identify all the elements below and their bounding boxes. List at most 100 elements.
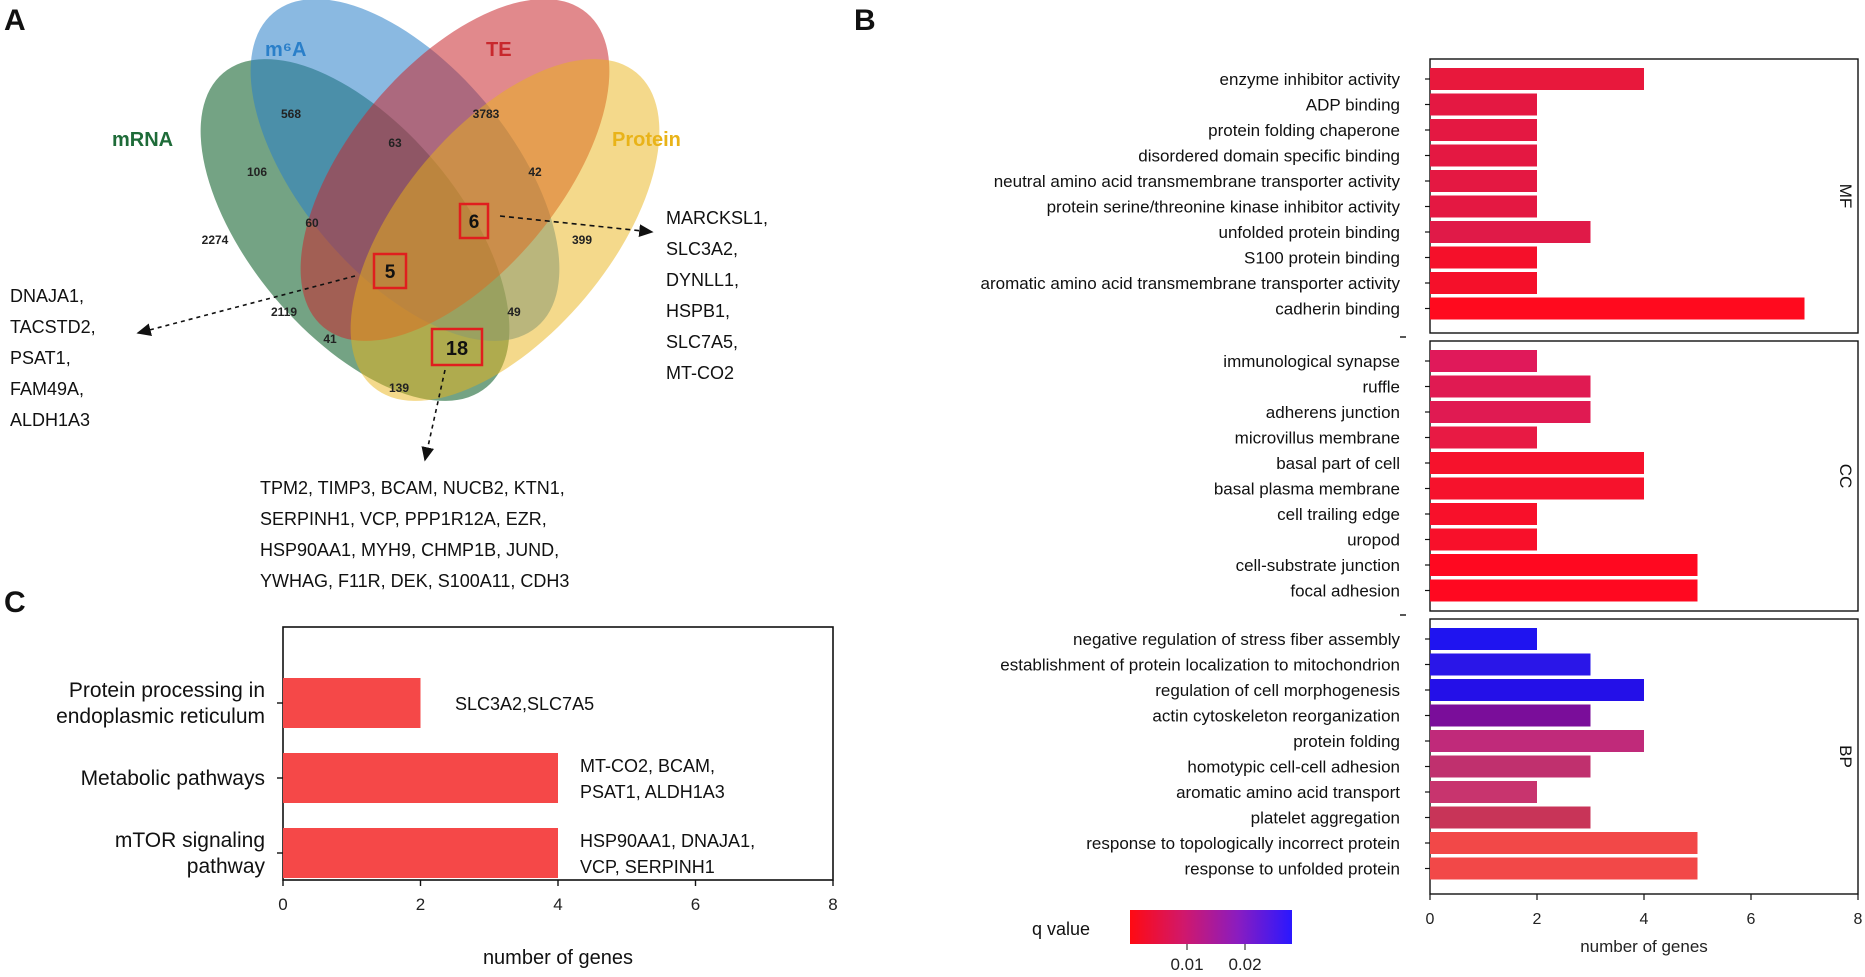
term-label: regulation of cell morphogenesis	[1155, 681, 1400, 700]
x-tick-label: 4	[1640, 911, 1649, 928]
bar	[1430, 806, 1591, 829]
gene-line: SLC7A5,	[666, 332, 738, 352]
term-label: basal part of cell	[1276, 454, 1400, 473]
venn-count: 2274	[202, 233, 229, 247]
bar-gene-label: PSAT1, ALDH1A3	[580, 782, 725, 802]
bar	[1430, 375, 1591, 398]
venn-label-protein: Protein	[612, 129, 681, 151]
x-tick-label: 2	[1533, 911, 1542, 928]
bar	[1430, 503, 1537, 525]
legend-tick-label: 0.01	[1170, 955, 1203, 974]
venn-count: 41	[323, 332, 337, 346]
bar	[1430, 755, 1591, 778]
term-label: platelet aggregation	[1251, 809, 1400, 828]
term-label: actin cytoskeleton reorganization	[1152, 707, 1400, 726]
term-label: protein folding	[1293, 732, 1400, 751]
panel-c-letter: C	[4, 586, 26, 619]
venn-count-highlight: 18	[446, 338, 468, 360]
venn-count: 568	[281, 107, 301, 121]
venn-label-te: TE	[486, 39, 512, 61]
category-label: endoplasmic reticulum	[56, 705, 265, 728]
term-label: ruffle	[1363, 378, 1401, 397]
gene-list-6: MARCKSL1, SLC3A2, DYNLL1, HSPB1, SLC7A5,…	[666, 208, 768, 383]
venn-count: 399	[572, 233, 592, 247]
x-tick-label: 8	[1854, 911, 1863, 928]
bar	[283, 678, 421, 728]
venn-count: 139	[389, 381, 409, 395]
gene-list-18: TPM2, TIMP3, BCAM, NUCB2, KTN1, SERPINH1…	[260, 478, 569, 591]
gene-line: TACSTD2,	[10, 317, 96, 337]
gene-line: PSAT1,	[10, 348, 71, 368]
venn-count: 42	[528, 165, 542, 179]
x-tick-label: 6	[691, 895, 700, 914]
x-tick-label: 2	[416, 895, 425, 914]
bar	[1430, 528, 1537, 551]
bar-gene-label: SLC3A2,SLC7A5	[455, 694, 594, 714]
term-label: cell trailing edge	[1277, 505, 1400, 524]
bar	[1430, 272, 1537, 294]
term-label: aromatic amino acid transport	[1176, 783, 1400, 802]
venn-count-highlight: 6	[469, 212, 480, 233]
gene-line: SLC3A2,	[666, 239, 738, 259]
x-tick-label: 6	[1747, 911, 1756, 928]
facet-label: CC	[1836, 464, 1855, 489]
bar	[1430, 628, 1537, 650]
category-label: mTOR signaling	[115, 829, 265, 852]
gene-list-5: DNAJA1, TACSTD2, PSAT1, FAM49A, ALDH1A3	[10, 286, 96, 430]
category-label: Protein processing in	[69, 679, 265, 702]
legend-gradient-bar	[1130, 910, 1292, 944]
category-label: Metabolic pathways	[81, 767, 265, 790]
term-label: response to topologically incorrect prot…	[1086, 834, 1400, 853]
bar	[283, 753, 558, 803]
gene-line: FAM49A,	[10, 379, 84, 399]
venn-count: 3783	[473, 107, 500, 121]
bar	[1430, 832, 1698, 854]
term-label: uropod	[1347, 531, 1400, 550]
term-label: enzyme inhibitor activity	[1220, 70, 1401, 89]
term-label: disordered domain specific binding	[1138, 147, 1400, 166]
bar	[1430, 781, 1537, 803]
term-label: aromatic amino acid transmembrane transp…	[981, 274, 1401, 293]
term-label: immunological synapse	[1223, 352, 1400, 371]
term-label: negative regulation of stress fiber asse…	[1073, 630, 1400, 649]
category-label: pathway	[187, 855, 266, 878]
callout-arrow-5	[136, 275, 356, 336]
venn-ellipse-protein	[350, 59, 660, 401]
term-label: unfolded protein binding	[1219, 223, 1400, 242]
term-label: S100 protein binding	[1244, 249, 1400, 268]
gene-line: MT-CO2	[666, 363, 734, 383]
term-label: protein folding chaperone	[1208, 121, 1400, 140]
gene-line: ALDH1A3	[10, 410, 90, 430]
venn-count-highlight: 5	[385, 262, 396, 283]
term-label: cadherin binding	[1275, 300, 1400, 319]
facet-label: BP	[1836, 745, 1855, 768]
venn-label-mrna: mRNA	[112, 129, 173, 151]
x-tick-label: 0	[1426, 911, 1435, 928]
term-label: microvillus membrane	[1235, 429, 1400, 448]
gene-line: HSP90AA1, MYH9, CHMP1B, JUND,	[260, 540, 559, 560]
x-tick-label: 0	[278, 895, 287, 914]
venn-diagram: m⁶A TE mRNA Protein 568 3783 63 106 42 6…	[10, 0, 768, 591]
term-label: basal plasma membrane	[1214, 480, 1400, 499]
gene-line: TPM2, TIMP3, BCAM, NUCB2, KTN1,	[260, 478, 565, 498]
panel-a-letter: A	[4, 4, 26, 37]
bar	[283, 828, 558, 878]
bar	[1430, 579, 1698, 602]
gene-line: YWHAG, F11R, DEK, S100A11, CDH3	[260, 571, 569, 591]
term-label: response to unfolded protein	[1185, 860, 1401, 879]
kegg-bar-chart: Protein processing in endoplasmic reticul…	[56, 626, 838, 969]
term-label: adherens junction	[1266, 403, 1400, 422]
bar	[1430, 730, 1644, 752]
bar	[1430, 93, 1537, 116]
bar	[1430, 246, 1537, 269]
term-label: cell-substrate junction	[1236, 556, 1400, 575]
bar	[1430, 401, 1591, 423]
bar	[1430, 857, 1698, 880]
venn-count: 60	[305, 216, 319, 230]
term-label: establishment of protein localization to…	[1000, 656, 1400, 675]
go-bar-chart: MF enzyme inhibitor activity ADP binding pr…	[981, 58, 1863, 956]
bar	[1430, 144, 1537, 167]
gene-line: HSPB1,	[666, 301, 730, 321]
term-label: focal adhesion	[1290, 582, 1400, 601]
